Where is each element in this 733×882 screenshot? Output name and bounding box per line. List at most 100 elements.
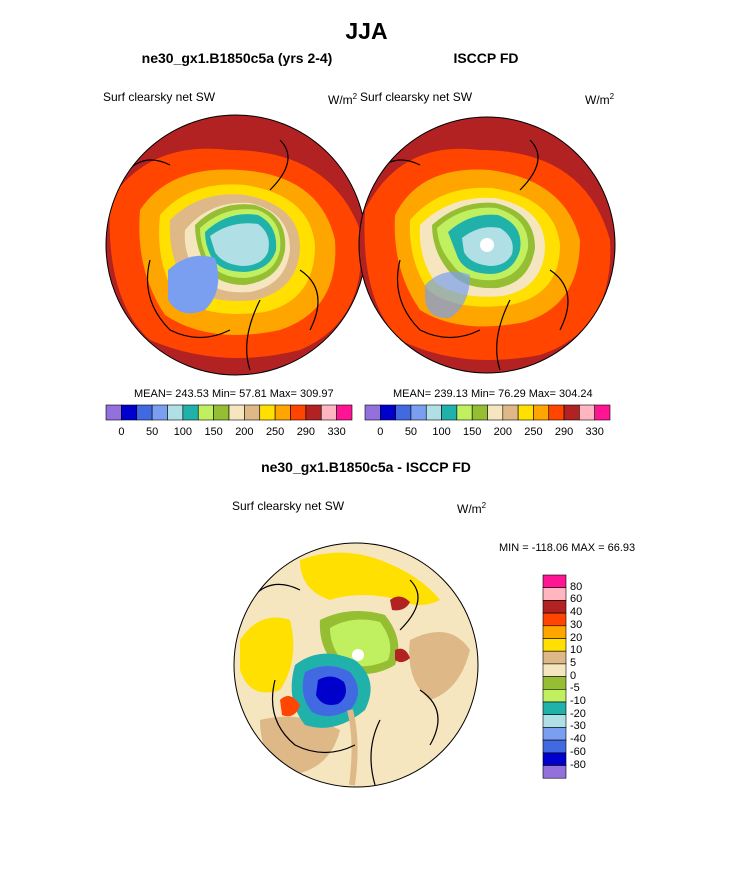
left-stats: MEAN= 243.53 Min= 57.81 Max= 309.97 (134, 388, 334, 400)
difference-colorbar (542, 574, 567, 779)
colorbar-tick-label: -40 (570, 733, 586, 746)
colorbar-tick-label: 0 (570, 669, 577, 682)
missing-data-pole (352, 649, 364, 661)
colorbar-box (151, 404, 168, 421)
colorbar-box (542, 765, 567, 779)
colorbar-box (336, 404, 353, 421)
left-variable-label: Surf clearsky net SW (103, 90, 216, 104)
colorbar-box (228, 404, 245, 421)
right-map-border (358, 116, 616, 374)
figure-title: JJA (345, 18, 388, 44)
difference-map-border (233, 542, 479, 788)
map-field-firebrick (395, 648, 410, 663)
map-field-tan (347, 709, 358, 786)
map-field-orangered (280, 696, 300, 717)
colorbar-tick-label: 60 (570, 593, 583, 606)
colorbar-box (197, 404, 214, 421)
colorbar-tick-label: 330 (585, 426, 604, 438)
colorbar-tick-label: 200 (235, 426, 254, 438)
colorbar-tick-label: 250 (265, 426, 285, 438)
colorbar-tick-label: 200 (493, 426, 512, 438)
right-units-label: W/m2 (585, 92, 615, 107)
colorbar-box (274, 404, 291, 421)
coastlines (249, 579, 439, 786)
colorbar-tick-label: 150 (204, 426, 223, 438)
coastlines (119, 139, 319, 371)
colorbar-box (533, 404, 550, 421)
colorbar-box (542, 650, 567, 665)
colorbar-box (410, 404, 427, 421)
colorbar-tick-label: -10 (570, 695, 586, 707)
map-field-gold (300, 552, 440, 605)
left-units-label: W/m2 (328, 92, 358, 107)
colorbar-box (542, 727, 567, 741)
colorbar-box (542, 663, 567, 677)
colorbar-tick-label: 100 (173, 426, 193, 438)
colorbar-tick-label: -60 (570, 745, 586, 758)
colorbar-box (213, 404, 230, 421)
colorbar-tick-label: 20 (570, 631, 583, 644)
colorbar-box (136, 404, 153, 421)
colorbar-tick-label: -30 (570, 720, 586, 733)
colorbar-box (456, 404, 473, 421)
colorbar-box (542, 739, 567, 754)
colorbar-box (167, 404, 184, 421)
colorbar-box (425, 404, 442, 421)
colorbar-box (594, 404, 611, 421)
difference-stats: MIN = -118.06 MAX = 66.93 (499, 542, 636, 554)
colorbar-box (542, 752, 567, 766)
difference-panel-title: ne30_gx1.B1850c5a - ISCCP FD (261, 459, 471, 475)
colorbar-box (542, 701, 567, 715)
colorbar-tick-label: 290 (296, 426, 316, 438)
colorbar-tick-label: 150 (463, 426, 482, 438)
left-colorbar (105, 404, 353, 421)
map-field-tan (409, 632, 470, 700)
colorbar-box (542, 676, 567, 690)
colorbar-tick-label: 50 (146, 426, 159, 438)
map-field-lightgreen (330, 619, 391, 667)
colorbar-box (244, 404, 261, 421)
colorbar-box (579, 404, 595, 421)
colorbar-box (542, 625, 567, 639)
colorbar-tick-label: 290 (554, 426, 574, 438)
colorbar-box (542, 587, 567, 601)
difference-polar-map (234, 543, 478, 787)
colorbar-tick-label: 50 (404, 426, 418, 438)
colorbar-box (305, 404, 322, 421)
left-polar-map (106, 115, 366, 375)
colorbar-tick-label: 250 (524, 426, 543, 438)
colorbar-box (441, 404, 458, 421)
colorbar-tick-label: 100 (432, 426, 451, 438)
colorbar-box (364, 404, 381, 421)
colorbar-tick-label: 40 (570, 606, 583, 619)
map-field-powderblue (210, 223, 269, 266)
colorbar-box (471, 404, 488, 421)
colorbar-box (380, 404, 396, 421)
colorbar-tick-label: 80 (570, 580, 583, 593)
colorbar-tick-label: 330 (327, 426, 346, 438)
colorbar-box (395, 404, 412, 421)
right-panel-title: ISCCP FD (453, 50, 519, 66)
colorbar-tick-label: 5 (570, 656, 577, 669)
colorbar-box (502, 404, 519, 421)
colorbar-box (487, 404, 504, 421)
colorbar-box (548, 404, 565, 421)
colorbar-box (182, 404, 199, 421)
colorbar-box (290, 404, 307, 421)
colorbar-tick-label: 0 (377, 426, 384, 438)
colorbar-tick-label: -80 (570, 758, 586, 771)
right-colorbar (364, 404, 611, 421)
colorbar-box (517, 404, 534, 421)
colorbar-box (320, 404, 337, 421)
colorbar-box (105, 404, 122, 421)
difference-units-label: W/m2 (457, 501, 487, 516)
map-field-gold (240, 617, 294, 693)
colorbar-tick-label: 10 (570, 644, 583, 657)
colorbar-tick-label: 30 (570, 618, 583, 631)
colorbar-box (542, 612, 567, 627)
colorbar-tick-label: 0 (118, 426, 125, 438)
colorbar-box (542, 638, 567, 652)
colorbar-box (542, 714, 567, 728)
